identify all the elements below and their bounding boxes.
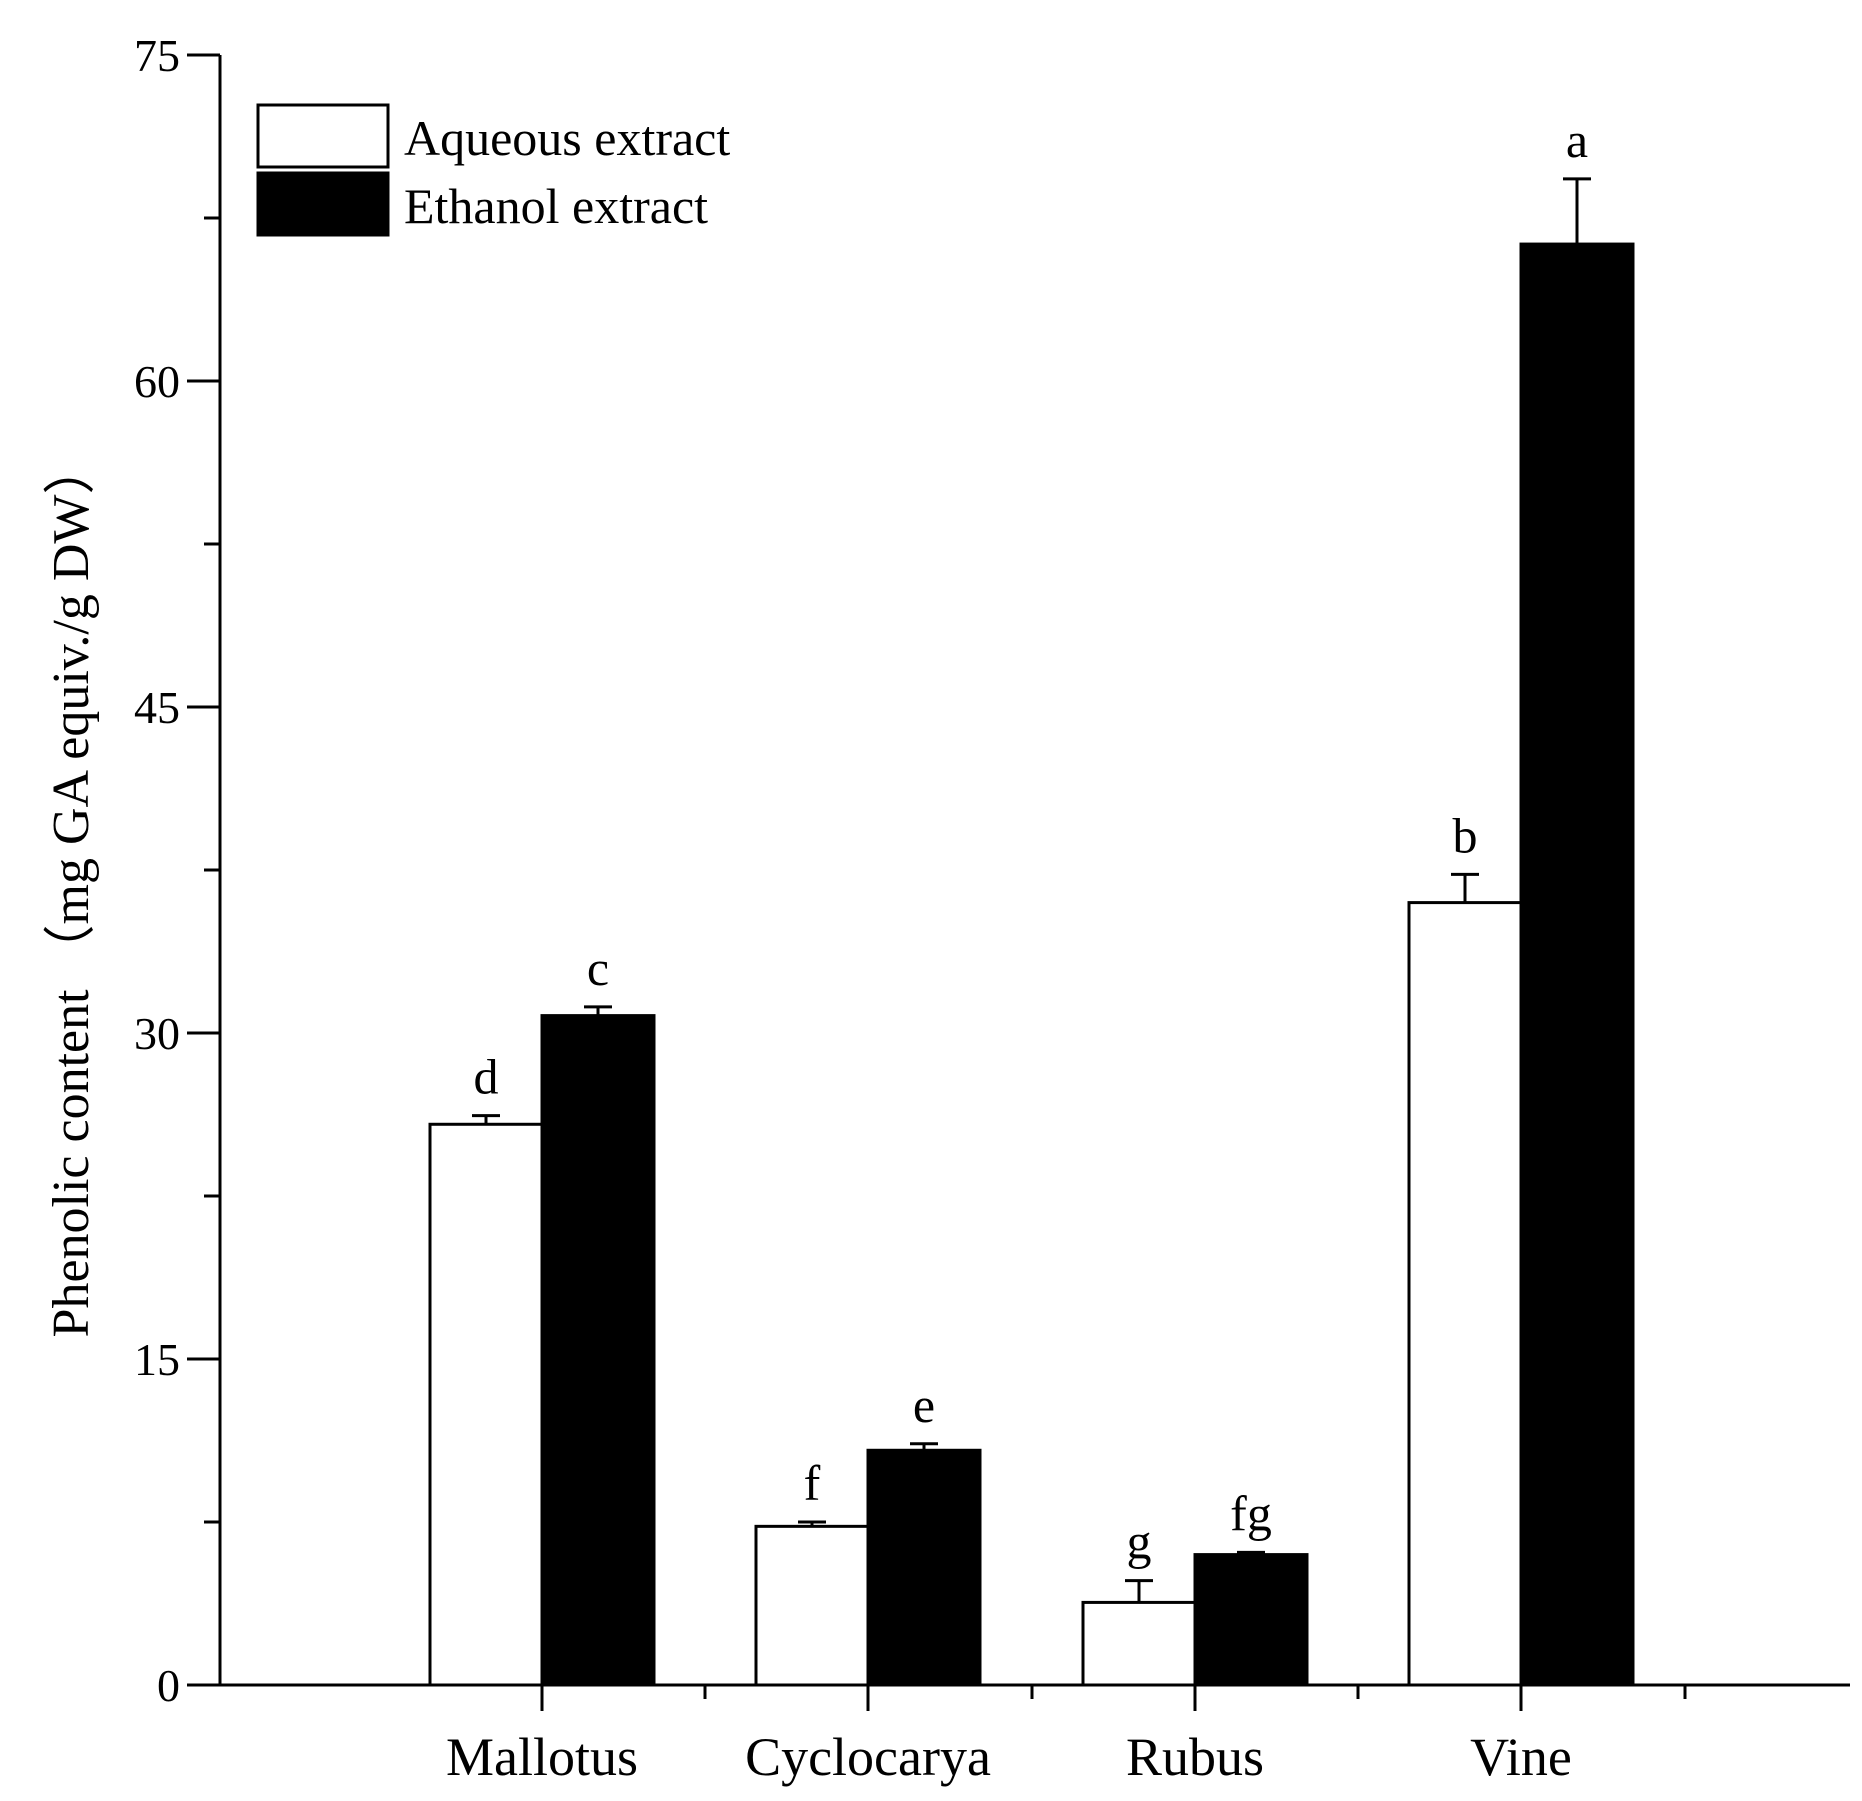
x-tick-label: Cyclocarya [745, 1727, 991, 1787]
y-tick-label: 30 [134, 1008, 180, 1059]
significance-letter: g [1127, 1514, 1152, 1570]
y-tick-label: 60 [134, 356, 180, 407]
bar-aqueous [754, 1524, 870, 1687]
y-tick-label: 0 [157, 1660, 180, 1711]
significance-letter: e [913, 1377, 935, 1433]
legend-swatch-aqueous [256, 103, 390, 169]
bar-aqueous [1081, 1600, 1197, 1687]
bar-ethanol [1193, 1553, 1309, 1687]
legend-label: Aqueous extract [404, 110, 730, 166]
y-axis-title: Phenolic content （mg GA equiv./g DW） [43, 443, 100, 1338]
significance-letter: a [1566, 112, 1588, 168]
x-tick-label: Vine [1470, 1727, 1572, 1787]
significance-letter: b [1453, 807, 1478, 863]
significance-letter: fg [1230, 1485, 1272, 1541]
bar-ethanol [866, 1448, 982, 1687]
y-tick-label: 45 [134, 682, 180, 733]
significance-letter: c [587, 940, 609, 996]
x-tick-label: Rubus [1126, 1727, 1264, 1787]
x-tick-label: Mallotus [446, 1727, 638, 1787]
bar-ethanol [1519, 242, 1635, 1687]
y-tick-label: 15 [134, 1334, 180, 1385]
legend-label: Ethanol extract [404, 178, 708, 234]
significance-letter: d [474, 1049, 499, 1105]
y-tick-label: 75 [134, 30, 180, 81]
legend-swatch-ethanol [256, 171, 390, 237]
bar-aqueous [428, 1122, 544, 1687]
bar-ethanol [540, 1014, 656, 1687]
bar-aqueous [1407, 901, 1523, 1687]
significance-letter: f [804, 1455, 821, 1511]
